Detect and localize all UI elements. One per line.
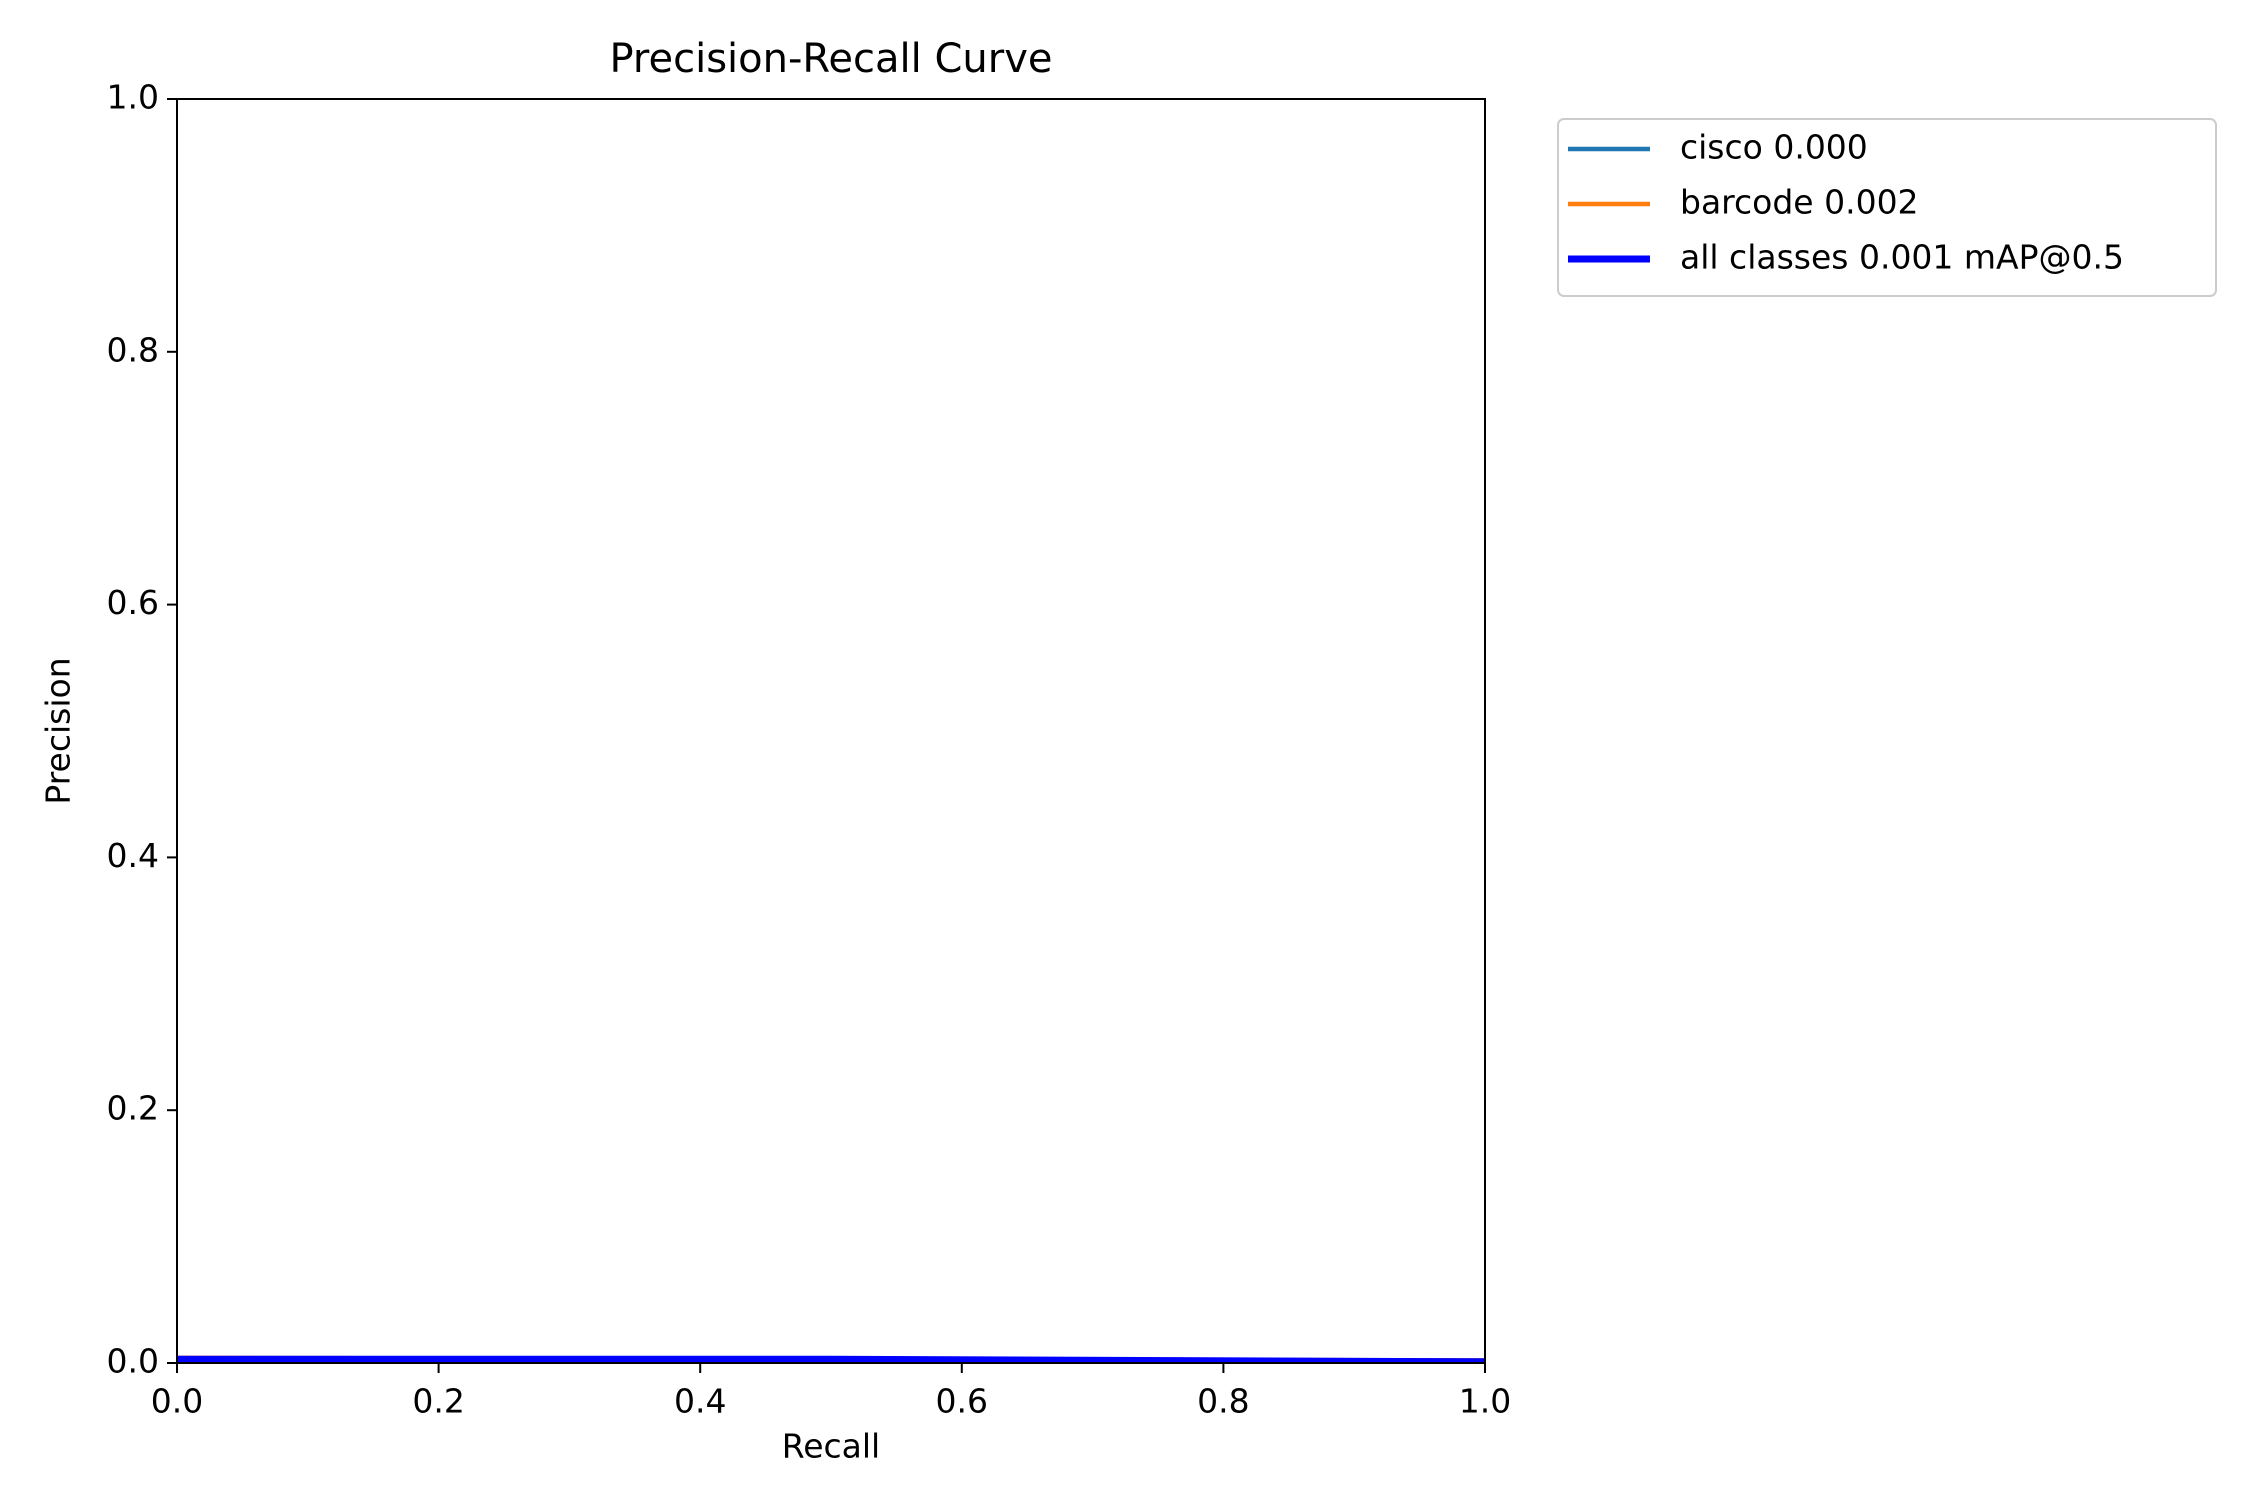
x-axis-label: Recall xyxy=(782,1427,880,1466)
series-line xyxy=(177,1355,1485,1363)
y-tick-label: 0.8 xyxy=(107,330,159,369)
legend-label: all classes 0.001 mAP@0.5 xyxy=(1680,238,2124,277)
plot-frame xyxy=(176,98,1486,1364)
y-tick-label: 0.4 xyxy=(107,836,159,875)
y-tick-label: 1.0 xyxy=(107,78,159,117)
legend-box xyxy=(1557,118,2217,297)
y-tick-label: 0.0 xyxy=(107,1342,159,1381)
chart-title: Precision-Recall Curve xyxy=(610,36,1053,82)
x-tick-label: 0.2 xyxy=(412,1382,464,1421)
y-axis-label: Precision xyxy=(39,657,78,804)
legend-label: cisco 0.000 xyxy=(1680,128,1868,167)
y-tick-label: 0.6 xyxy=(107,583,159,622)
x-tick-label: 0.6 xyxy=(936,1382,988,1421)
x-tick-label: 1.0 xyxy=(1459,1382,1511,1421)
plot xyxy=(177,1355,1485,1363)
x-tick-label: 0.4 xyxy=(674,1382,726,1421)
legend-label: barcode 0.002 xyxy=(1680,183,1919,222)
y-tick-label: 0.2 xyxy=(107,1089,159,1128)
x-tick-label: 0.0 xyxy=(151,1382,203,1421)
x-tick-label: 0.8 xyxy=(1197,1382,1249,1421)
